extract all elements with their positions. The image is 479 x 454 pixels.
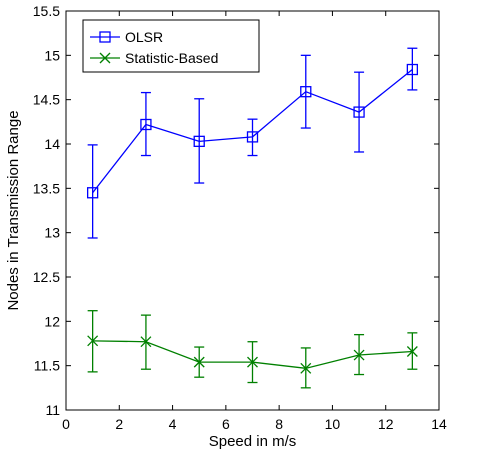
legend-box	[82, 19, 260, 73]
olsr-point	[86, 187, 99, 199]
statistic-based-point	[247, 356, 258, 368]
legend-marker	[99, 52, 111, 64]
x-tick-label: 4	[169, 416, 177, 432]
olsr-point	[193, 135, 205, 147]
series-1	[87, 310, 418, 389]
statistic-based-point-stroke-b	[300, 362, 312, 374]
statistic-based-point-stroke-b	[140, 336, 152, 348]
y-tick-label: 14	[44, 136, 60, 152]
x-tick-label: 0	[62, 416, 70, 432]
legend-label: OLSR	[125, 29, 163, 45]
y-axis-label: Nodes in Transmission Range	[5, 110, 22, 310]
y-tick-label: 13.5	[33, 180, 60, 196]
x-tick-label: 12	[378, 416, 394, 432]
x-tick-label: 6	[222, 416, 230, 432]
series-0	[86, 47, 419, 239]
y-tick-label: 15	[44, 47, 60, 63]
x-tick-label: 8	[275, 416, 283, 432]
plot-frame	[65, 10, 440, 411]
legend: OLSR Statistic-Based	[82, 19, 260, 73]
y-tick-label: 11.5	[34, 358, 60, 374]
statistic-based-point-stroke-b	[406, 346, 418, 357]
statistic-based-point	[87, 335, 99, 347]
y-tick-label: 14.5	[33, 92, 60, 108]
statistic-based-point	[140, 336, 152, 348]
y-tick-label: 15.5	[33, 3, 60, 19]
legend-item-olsr: OLSR	[90, 29, 163, 45]
olsr-point	[246, 131, 259, 143]
ticks-layer: 0 2 4 6 8 10 12 14 11 11.5 12 12.5 13 13.5 14 14.5 15 15.…	[33, 3, 447, 432]
statistic-based-point-stroke-b	[247, 356, 258, 368]
y-tick-label: 13	[44, 225, 60, 241]
y-tick-label: 12	[44, 313, 60, 329]
olsr-point	[300, 86, 312, 98]
legend-label: Statistic-Based	[125, 50, 218, 66]
x-tick-label: 2	[115, 416, 123, 432]
statistic-based-point	[300, 362, 312, 374]
series-layer	[86, 47, 419, 389]
x-tick-label: 14	[431, 416, 447, 432]
statistic-based-point-stroke-b	[193, 356, 205, 368]
y-tick-label: 12.5	[33, 269, 60, 285]
statistic-based-point	[193, 356, 205, 368]
olsr-point	[406, 63, 419, 76]
x-axis-label: Speed in m/s	[209, 433, 297, 450]
statistic-based-point	[353, 349, 365, 361]
legend-marker-stroke-b	[99, 52, 111, 64]
olsr-point	[353, 106, 365, 118]
statistic-based-point	[406, 346, 418, 357]
statistic-based-point-stroke-b	[87, 335, 99, 347]
statistic-based-point-stroke-b	[353, 349, 365, 361]
y-tick-label: 11	[45, 402, 60, 418]
olsr-point	[140, 118, 152, 131]
legend-item-statistic-based: Statistic-Based	[90, 50, 218, 66]
legend-marker	[99, 31, 111, 43]
x-tick-label: 10	[325, 416, 341, 432]
